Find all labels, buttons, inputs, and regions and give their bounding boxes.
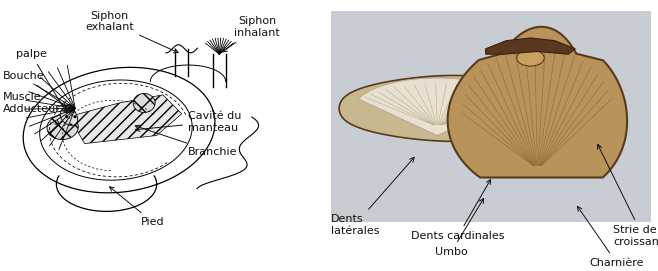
Text: Bouche: Bouche (3, 71, 66, 106)
Text: Cavité du
manteau: Cavité du manteau (136, 111, 241, 133)
Text: Pied: Pied (109, 187, 164, 227)
FancyBboxPatch shape (330, 11, 651, 222)
Ellipse shape (517, 50, 544, 66)
Polygon shape (339, 75, 546, 141)
Polygon shape (69, 95, 182, 144)
Polygon shape (486, 38, 575, 54)
Text: Siphon
inhalant: Siphon inhalant (222, 16, 280, 52)
Polygon shape (359, 78, 516, 136)
Ellipse shape (133, 93, 155, 112)
Polygon shape (447, 27, 627, 178)
Text: Muscle
Adducteur: Muscle Adducteur (3, 92, 61, 125)
Text: Branchie: Branchie (136, 125, 238, 157)
Ellipse shape (65, 104, 73, 112)
Text: Dents
latérales: Dents latérales (330, 157, 414, 236)
Ellipse shape (61, 108, 78, 125)
Text: Siphon
exhalant: Siphon exhalant (86, 11, 178, 53)
Text: Dents cardinales: Dents cardinales (411, 179, 505, 241)
Text: Charnière: Charnière (578, 207, 644, 268)
Text: palpe: palpe (16, 49, 67, 113)
Ellipse shape (47, 115, 78, 140)
Text: Strie de
croissance: Strie de croissance (597, 144, 658, 247)
Text: Umbo: Umbo (435, 198, 484, 257)
